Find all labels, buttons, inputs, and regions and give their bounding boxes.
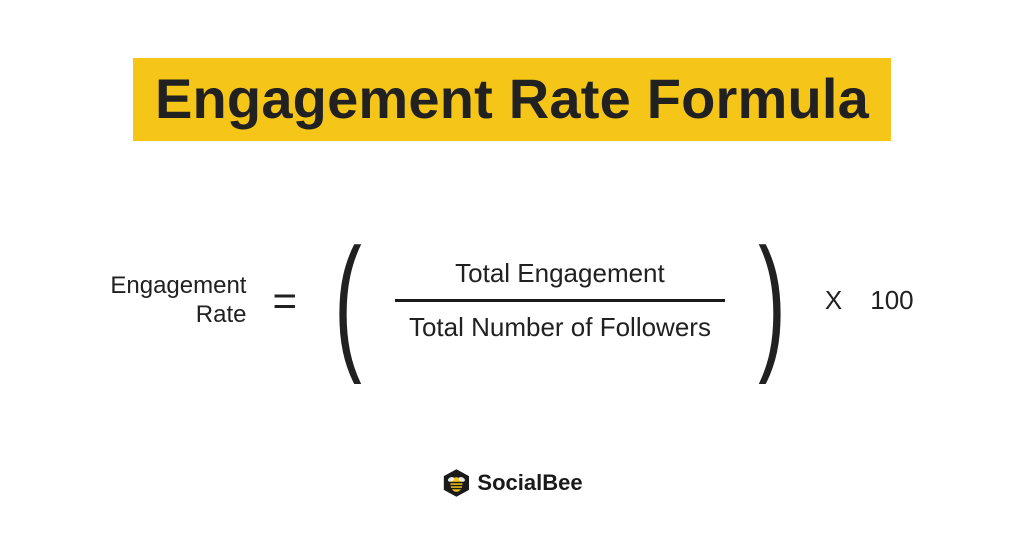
infographic-page: Engagement Rate Formula Engagement Rate … xyxy=(0,0,1024,538)
lhs-line1: Engagement xyxy=(110,272,246,301)
multiplier: 100 xyxy=(870,285,913,316)
paren-close: ) xyxy=(758,256,785,346)
title-text: Engagement Rate Formula xyxy=(155,67,869,130)
lhs-line2: Rate xyxy=(110,301,246,330)
equals-sign: = xyxy=(268,280,301,322)
formula: Engagement Rate = ( Total Engagement Tot… xyxy=(88,252,936,349)
brand-logo: SocialBee xyxy=(441,468,582,498)
denominator: Total Number of Followers xyxy=(395,306,725,349)
numerator: Total Engagement xyxy=(441,252,679,295)
formula-lhs: Engagement Rate xyxy=(110,272,246,330)
paren-open: ( xyxy=(334,256,361,346)
bee-hex-icon xyxy=(441,468,471,498)
fraction: Total Engagement Total Number of Followe… xyxy=(395,252,725,349)
times-sign: X xyxy=(819,285,848,316)
title-banner: Engagement Rate Formula xyxy=(133,58,891,141)
brand-name: SocialBee xyxy=(477,470,582,496)
fraction-bar xyxy=(395,299,725,302)
